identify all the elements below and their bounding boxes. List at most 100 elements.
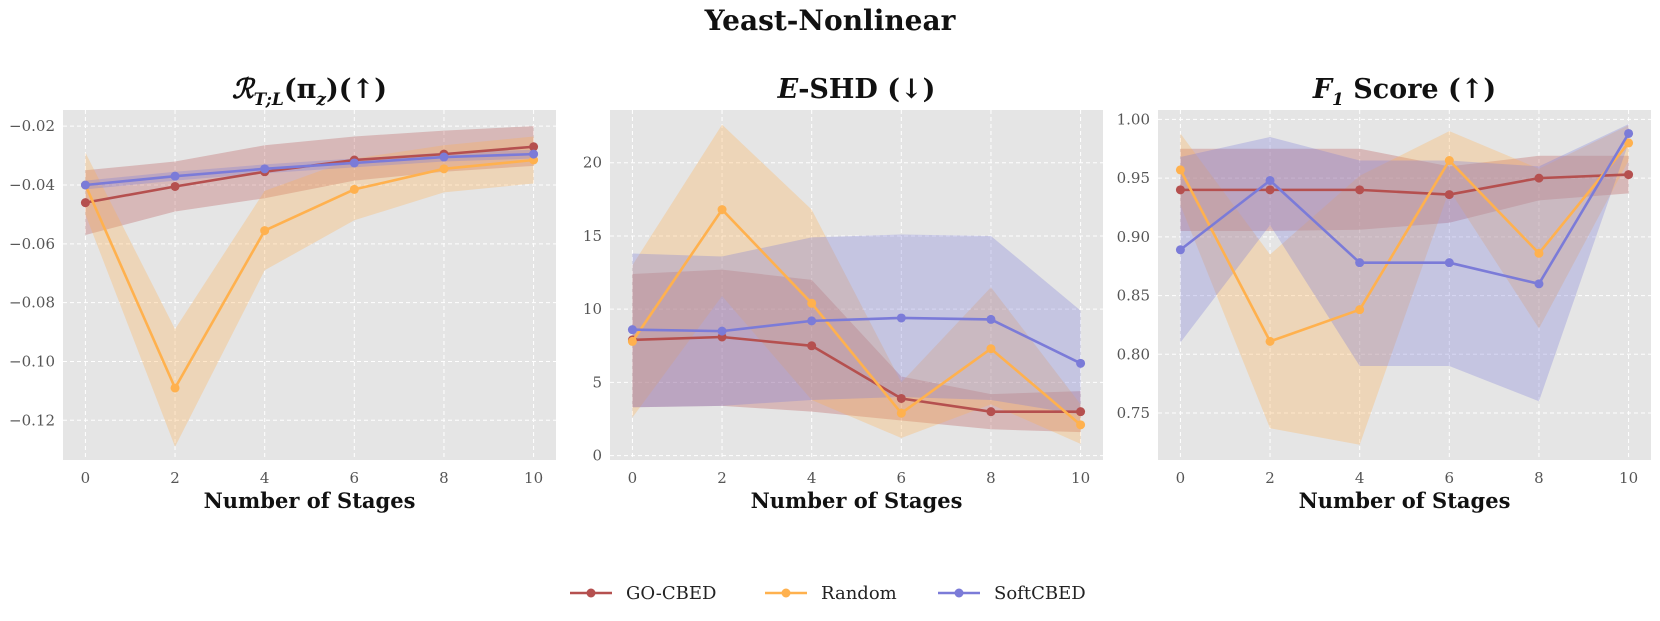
x-tick-label: 8 xyxy=(986,469,996,487)
point-go-cbed xyxy=(986,407,996,417)
y-tick-label: 1.00 xyxy=(1117,110,1150,128)
y-tick-label: −0.12 xyxy=(9,411,55,429)
band-softcbed xyxy=(632,234,1081,415)
point-softcbed xyxy=(1444,258,1454,268)
point-go-cbed xyxy=(1175,185,1185,195)
chart-panel-1: −0.12 −0.10 −0.08 −0.06 −0.04 −0.02 0 2 4 6 8 10 Num… xyxy=(9,74,556,513)
y-tick-label: 15 xyxy=(583,227,602,245)
point-go-cbed xyxy=(896,393,906,403)
line-go-cbed xyxy=(1180,173,1629,196)
point-softcbed xyxy=(529,149,539,159)
y-tick-label: −0.04 xyxy=(9,176,55,194)
legend-item-random: Random xyxy=(765,583,897,604)
x-axis-label: Number of Stages xyxy=(751,488,963,513)
legend-label: GO-CBED xyxy=(626,583,716,604)
x-tick-label: 6 xyxy=(350,469,360,487)
x-tick-label: 4 xyxy=(1355,469,1365,487)
point-softcbed xyxy=(896,313,906,323)
point-random xyxy=(1076,420,1086,430)
legend-item-softcbed: SoftCBED xyxy=(938,583,1086,604)
point-softcbed xyxy=(1534,279,1544,289)
plot-background xyxy=(63,110,556,460)
band-go-cbed xyxy=(632,269,1081,433)
y-tick-label: 0.75 xyxy=(1117,404,1150,422)
point-go-cbed xyxy=(529,142,539,152)
point-random xyxy=(896,408,906,418)
legend-label: SoftCBED xyxy=(994,583,1086,604)
point-random xyxy=(1444,156,1454,166)
x-tick-label: 8 xyxy=(1534,469,1544,487)
point-random xyxy=(627,336,637,346)
point-softcbed xyxy=(1175,245,1185,255)
panel-title: ℛT;L(πz)(↑) xyxy=(232,74,387,110)
x-tick-label: 4 xyxy=(807,469,817,487)
panel-title: E-SHD (↓) xyxy=(777,74,936,105)
legend: GO-CBED Random SoftCBED xyxy=(570,583,1086,604)
y-tick-label: 0.90 xyxy=(1117,228,1150,246)
point-go-cbed xyxy=(1534,173,1544,183)
x-axis-label: Number of Stages xyxy=(204,488,416,513)
point-go-cbed xyxy=(1076,407,1086,417)
point-softcbed xyxy=(807,316,817,326)
point-go-cbed xyxy=(1624,170,1634,180)
x-tick-label: 8 xyxy=(439,469,449,487)
point-go-cbed xyxy=(80,198,90,208)
point-random xyxy=(439,164,449,174)
x-tick-label: 0 xyxy=(628,469,638,487)
y-tick-label: −0.06 xyxy=(9,235,55,253)
y-tick-label: −0.02 xyxy=(9,117,55,135)
y-tick-label: −0.08 xyxy=(9,294,55,312)
x-tick-label: 4 xyxy=(260,469,270,487)
x-tick-label: 2 xyxy=(170,469,180,487)
point-softcbed xyxy=(1265,175,1275,185)
point-softcbed xyxy=(1624,128,1634,138)
panel-title: F1 Score (↑) xyxy=(1312,74,1496,110)
point-softcbed xyxy=(349,158,359,168)
point-softcbed xyxy=(1355,258,1365,268)
point-random xyxy=(349,184,359,194)
x-tick-label: 6 xyxy=(897,469,907,487)
x-tick-label: 10 xyxy=(524,469,543,487)
point-go-cbed xyxy=(170,181,180,191)
point-softcbed xyxy=(439,152,449,162)
point-softcbed xyxy=(170,171,180,181)
point-random xyxy=(807,298,817,308)
x-tick-label: 6 xyxy=(1445,469,1455,487)
point-go-cbed xyxy=(807,341,817,351)
y-tick-label: 0.85 xyxy=(1117,287,1150,305)
point-go-cbed xyxy=(1265,185,1275,195)
x-axis-label: Number of Stages xyxy=(1299,488,1511,513)
figure-title: Yeast-Nonlinear xyxy=(704,4,957,37)
point-random xyxy=(1265,336,1275,346)
point-go-cbed xyxy=(1444,190,1454,200)
line-softcbed xyxy=(1179,132,1630,286)
y-tick-label: −0.10 xyxy=(9,352,55,370)
band-go-cbed xyxy=(1180,148,1629,231)
legend-label: Random xyxy=(821,583,897,604)
y-tick-label: 0.95 xyxy=(1117,169,1150,187)
line-random xyxy=(631,208,1082,426)
x-tick-label: 10 xyxy=(1071,469,1090,487)
y-tick-label: 20 xyxy=(583,154,602,172)
line-softcbed xyxy=(85,152,534,187)
x-tick-label: 2 xyxy=(717,469,727,487)
point-softcbed xyxy=(627,325,637,335)
point-random xyxy=(170,383,180,393)
line-random xyxy=(84,158,534,390)
point-random xyxy=(986,344,996,354)
legend-swatch-marker xyxy=(781,588,791,598)
y-tick-label: 0 xyxy=(592,447,602,465)
point-softcbed xyxy=(80,180,90,190)
chart-panel-3: 0.75 0.80 0.85 0.90 0.95 1.00 0 2 4 6 8 10 Number of… xyxy=(1117,74,1651,513)
line-random xyxy=(1179,142,1630,343)
x-tick-label: 2 xyxy=(1265,469,1275,487)
band-random xyxy=(85,136,534,447)
legend-swatch-marker xyxy=(954,588,964,598)
x-tick-label: 10 xyxy=(1619,469,1638,487)
chart-panel-2: 0 5 10 15 20 0 2 4 6 8 10 Number of Stages E-SHD (↓) xyxy=(583,74,1103,513)
line-go-cbed xyxy=(632,335,1081,413)
point-random xyxy=(1624,138,1634,148)
point-softcbed xyxy=(260,164,270,174)
point-random xyxy=(1175,165,1185,175)
